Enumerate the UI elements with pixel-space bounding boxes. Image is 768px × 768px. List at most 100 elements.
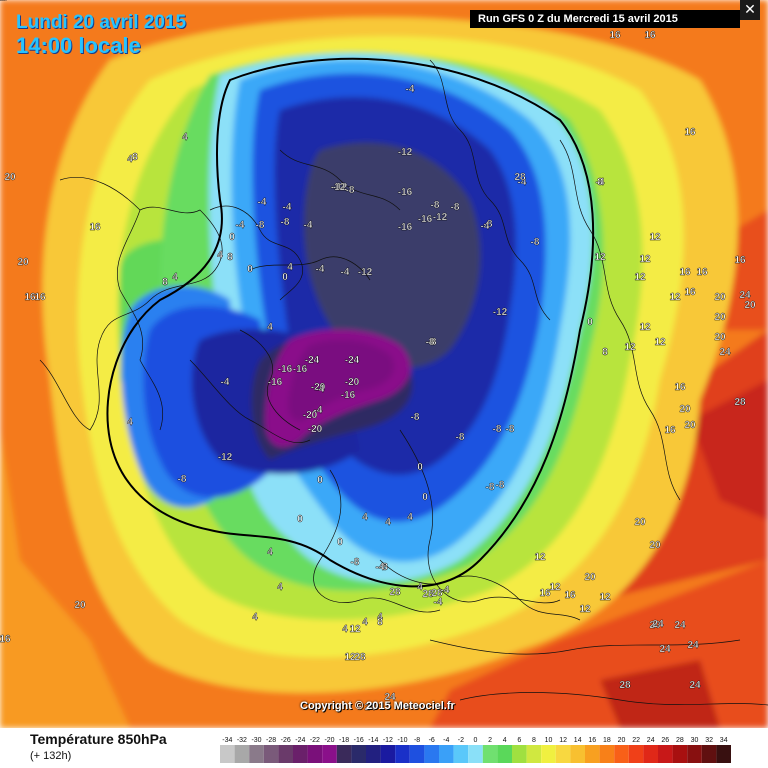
scale-swatch <box>599 745 615 763</box>
isotherm-label: 4 <box>377 612 383 623</box>
isotherm-label: 16 <box>0 634 11 645</box>
isotherm-label: 0 <box>229 232 235 243</box>
isotherm-label: -8 <box>281 217 290 228</box>
isotherm-label: 28 <box>734 397 746 408</box>
footer-bar: Température 850hPa (+ 132h) -34 -32 -30 -28… <box>0 728 768 768</box>
isotherm-label: 12 <box>634 272 646 283</box>
isotherm-label: 12 <box>549 582 561 593</box>
isotherm-label: -4 <box>258 197 267 208</box>
isotherm-label: -8 <box>426 337 435 348</box>
scale-swatch <box>336 745 352 763</box>
isotherm-label: 8 <box>377 617 383 628</box>
isotherm-label: 4 <box>217 250 223 261</box>
close-button[interactable]: ✕ <box>740 0 760 20</box>
isotherm-label: 28 <box>422 589 434 600</box>
isotherm-label: -8 <box>456 432 465 443</box>
isotherm-label: 24 <box>652 619 664 630</box>
isotherm-label: 24 <box>674 620 686 631</box>
scale-value: 14 <box>574 737 582 744</box>
isotherm-label: -16 <box>268 377 283 388</box>
isotherm-label: -4 <box>518 177 527 188</box>
isotherm-label: -4 <box>596 177 605 188</box>
scale-swatch <box>249 745 264 763</box>
scale-swatch <box>263 745 279 763</box>
scale-value: 10 <box>545 737 553 744</box>
isotherm-label: 4 <box>127 154 133 165</box>
isotherm-label: 8 <box>132 152 138 163</box>
scale-value: -16 <box>354 737 364 744</box>
scale-value: -10 <box>397 737 407 744</box>
isotherm-label: -24 <box>305 355 320 366</box>
isotherm-label: -20 <box>0 0 8 3</box>
isotherm-label: 8 <box>162 277 168 288</box>
isotherm-label: 4 <box>172 272 178 283</box>
isotherm-label: 28 <box>619 680 631 691</box>
isotherm-label: 4 <box>277 582 283 593</box>
scale-value: 24 <box>647 737 655 744</box>
isotherm-label: 24 <box>659 644 671 655</box>
isotherm-label: 16 <box>34 292 46 303</box>
isotherm-label: 20 <box>684 420 696 431</box>
scale-swatch <box>541 745 556 763</box>
scale-value: -22 <box>310 737 320 744</box>
isotherm-label: -4 <box>0 0 5 3</box>
scale-swatch <box>614 745 629 763</box>
isotherm-label: -12 <box>218 452 233 463</box>
isotherm-label: -4 <box>221 377 230 388</box>
isotherm-label: 24 <box>739 290 751 301</box>
scale-swatch <box>468 745 483 763</box>
valid-hour: 14:00 locale <box>16 33 141 58</box>
isotherm-label: -8 <box>451 202 460 213</box>
isotherm-label: 12 <box>599 592 611 603</box>
isotherm-label: -16 <box>418 214 433 225</box>
isotherm-label: 16 <box>696 267 708 278</box>
scale-value: -32 <box>237 737 247 744</box>
scale-swatch <box>555 745 571 763</box>
isotherm-labels: -12-8 -16-16-16-8-8-8-12-12-12-8-4 -4-8 -4-… <box>0 0 756 713</box>
isotherm-label: 12 <box>534 552 546 563</box>
isotherm-label: 16 <box>679 267 691 278</box>
isotherm-label: -16 <box>398 187 413 198</box>
isotherm-label: 28 <box>514 172 526 183</box>
isotherm-label: -8 <box>178 474 187 485</box>
isotherm-label: 16 <box>644 30 656 41</box>
scale-value: 4 <box>503 737 507 744</box>
scale-swatch <box>453 745 469 763</box>
scale-value: 6 <box>517 737 521 744</box>
isotherm-label: 0 <box>297 514 303 525</box>
scale-value: 22 <box>632 737 640 744</box>
scale-value: -28 <box>266 737 276 744</box>
scale-swatch <box>482 745 498 763</box>
scale-swatch <box>409 745 425 763</box>
isotherm-label: -12 <box>333 182 348 193</box>
isotherm-label: -4 <box>376 562 385 573</box>
scale-swatch <box>658 745 673 763</box>
isotherm-label: 4 <box>342 624 348 635</box>
isotherm-label: 16 <box>684 287 696 298</box>
isotherm-label: -8 <box>493 424 502 435</box>
isotherm-label: 16 <box>564 590 576 601</box>
isotherm-label: -4 <box>304 220 313 231</box>
scale-value: 8 <box>532 737 536 744</box>
isotherm-label: -8 <box>351 557 360 568</box>
scale-swatch <box>220 745 235 763</box>
isotherm-label: 20 <box>714 312 726 323</box>
isotherm-label: -12 <box>0 0 8 3</box>
isotherm-label: -4 <box>341 267 350 278</box>
isotherm-label: -16 <box>341 390 356 401</box>
isotherm-label: -20 <box>308 424 323 435</box>
isotherm-label: 20 <box>679 404 691 415</box>
isotherm-label: -20 <box>303 410 318 421</box>
scale-value: 34 <box>720 737 728 744</box>
isotherm-label: 20 <box>714 292 726 303</box>
scale-value: -6 <box>429 737 435 744</box>
temperature-field <box>0 0 768 728</box>
isotherm-label: -8 <box>486 482 495 493</box>
copyright: Copyright © 2015 Meteociel.fr <box>300 700 455 712</box>
run-info: Run GFS 0 Z du Mercredi 15 avril 2015 <box>470 10 740 28</box>
isotherm-label: -12 <box>358 267 373 278</box>
isotherm-label: -4 <box>314 405 323 416</box>
isotherm-label: -8 <box>0 0 5 3</box>
isotherm-label: 0 <box>247 264 253 275</box>
